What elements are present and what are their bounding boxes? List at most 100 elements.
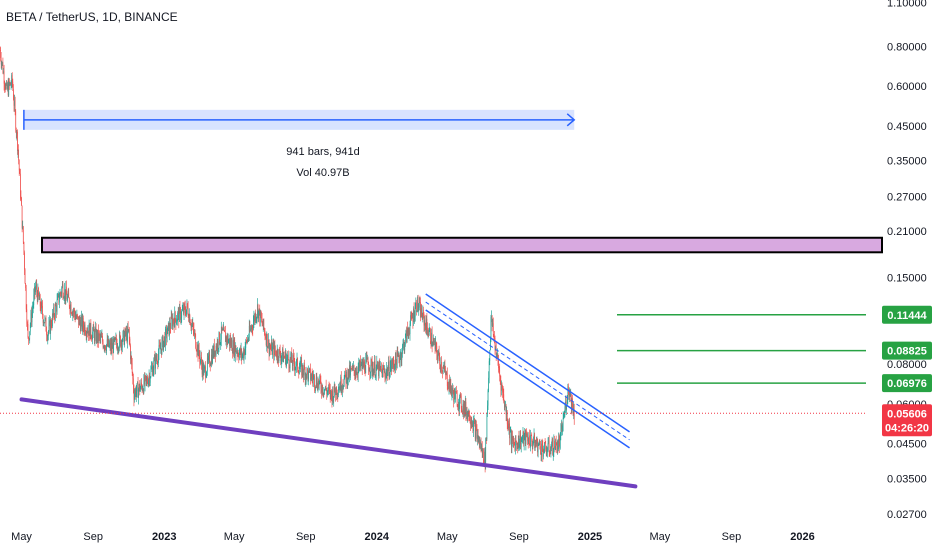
- candle: [11, 75, 12, 85]
- support-trendline[interactable]: [19, 397, 638, 489]
- candle: [572, 408, 574, 415]
- candle: [115, 338, 117, 340]
- candle: [434, 341, 436, 350]
- candle: [323, 392, 325, 394]
- candle: [435, 342, 437, 347]
- candle: [432, 345, 434, 347]
- time-scale[interactable]: [0, 522, 866, 550]
- candle: [176, 319, 178, 322]
- candle: [381, 369, 382, 370]
- candle: [519, 435, 521, 445]
- candle: [225, 332, 226, 342]
- candle: [253, 316, 255, 322]
- candle: [22, 226, 24, 229]
- candle: [449, 380, 450, 391]
- candle: [402, 345, 403, 354]
- measure-bars-label: 941 bars, 941d: [286, 146, 359, 158]
- y-tick-label: 0.60000: [887, 81, 927, 93]
- price-scale[interactable]: [866, 0, 932, 550]
- candle: [428, 329, 430, 335]
- candle: [358, 362, 360, 368]
- candle: [522, 438, 523, 440]
- candle: [167, 322, 169, 326]
- candle: [243, 352, 244, 359]
- candle: [103, 346, 105, 349]
- candle: [515, 441, 516, 451]
- candle: [417, 296, 418, 311]
- candle: [14, 101, 15, 106]
- candle: [188, 314, 190, 322]
- candle: [192, 323, 194, 326]
- candle: [179, 306, 181, 309]
- candle: [547, 443, 549, 451]
- candle: [356, 371, 357, 375]
- candle: [538, 440, 540, 444]
- candle: [397, 351, 399, 356]
- candle: [173, 321, 175, 328]
- candle: [128, 329, 130, 331]
- candle: [76, 314, 78, 318]
- candle: [221, 326, 223, 331]
- candle: [529, 444, 531, 447]
- candle: [420, 302, 421, 318]
- candle: [280, 357, 282, 362]
- candle: [109, 344, 110, 347]
- candle: [225, 336, 227, 342]
- candle: [272, 346, 273, 355]
- candle: [59, 298, 60, 303]
- candle: [483, 448, 484, 461]
- candle: [4, 83, 6, 87]
- candle: [412, 317, 414, 323]
- candle: [485, 438, 487, 440]
- candle: [282, 348, 284, 363]
- candle: [296, 360, 297, 367]
- candle: [89, 324, 91, 339]
- candle: [462, 403, 464, 412]
- candle: [407, 330, 409, 333]
- candle: [257, 304, 259, 319]
- candle: [203, 368, 205, 376]
- channel-lower-line[interactable]: [425, 309, 630, 449]
- candle: [379, 366, 381, 368]
- y-tick-label: 0.21000: [887, 226, 927, 238]
- candle: [465, 401, 467, 416]
- candle: [415, 302, 417, 308]
- candle: [260, 310, 262, 318]
- candle: [384, 371, 385, 372]
- candle: [423, 314, 425, 326]
- candle: [189, 314, 191, 325]
- candle: [497, 354, 499, 361]
- candle: [368, 364, 369, 372]
- y-tick-label: 0.03500: [887, 473, 927, 485]
- candle: [351, 366, 353, 371]
- resistance-zone[interactable]: [41, 236, 883, 254]
- candle: [38, 287, 39, 296]
- candle: [91, 338, 93, 340]
- candle: [269, 348, 271, 350]
- candle: [335, 391, 336, 395]
- candle: [106, 339, 108, 345]
- candle: [12, 81, 14, 90]
- candle: [220, 326, 222, 340]
- candle: [487, 390, 489, 406]
- candle: [555, 439, 556, 450]
- candle: [123, 330, 125, 345]
- candle: [244, 349, 245, 355]
- candle: [355, 373, 357, 375]
- candle: [424, 320, 425, 326]
- candle: [457, 404, 459, 407]
- candle: [180, 308, 181, 320]
- candle: [298, 368, 300, 374]
- candle: [533, 441, 534, 444]
- candle: [228, 338, 230, 341]
- candle: [394, 365, 396, 370]
- channel-upper-line[interactable]: [425, 293, 630, 433]
- candle: [172, 317, 173, 327]
- candle: [390, 361, 392, 367]
- candle: [59, 292, 61, 299]
- candle: [430, 342, 432, 346]
- candle: [449, 379, 451, 391]
- candle: [447, 385, 449, 388]
- candle: [267, 346, 269, 348]
